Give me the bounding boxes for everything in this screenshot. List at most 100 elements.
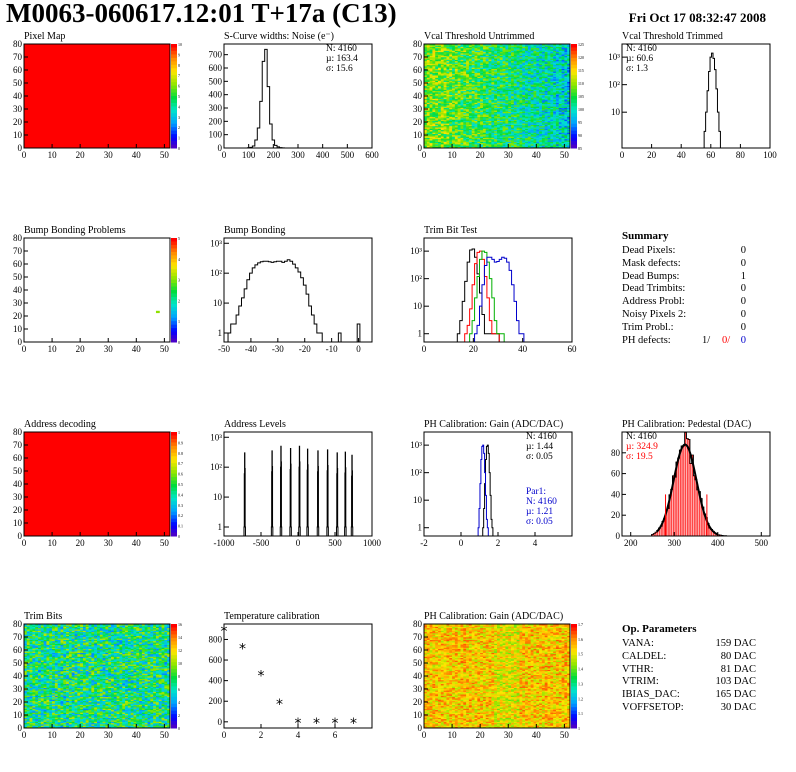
heatmap-cell xyxy=(522,103,526,106)
heatmap-cell xyxy=(443,66,447,68)
ph-pedestal-panel: PH Calibration: Pedestal (DAC) 200 300 400 5… xyxy=(600,418,796,608)
heatmap-cell xyxy=(32,707,36,709)
chart-svg: Address decoding00.10.20.30.40.50.60.70.… xyxy=(13,419,183,548)
heatmap-cell xyxy=(519,44,523,46)
heatmap-cell xyxy=(443,49,447,51)
heatmap-cell xyxy=(494,123,498,125)
heatmap-cell xyxy=(494,88,498,90)
heatmap-cell xyxy=(443,93,447,95)
heatmap-cell xyxy=(482,138,487,141)
heatmap-cell xyxy=(502,62,506,64)
heatmap-cell xyxy=(505,75,509,77)
heatmap-cell xyxy=(516,107,520,110)
heatmap-cell xyxy=(463,128,467,131)
heatmap-cell xyxy=(511,66,515,68)
heatmap-cell xyxy=(505,109,509,111)
heatmap-cell xyxy=(457,45,461,47)
heatmap-cell xyxy=(519,45,523,47)
heatmap-cell xyxy=(536,55,540,58)
heatmap-cell xyxy=(440,63,444,66)
heatmap-cell xyxy=(438,140,442,142)
heatmap-cell xyxy=(522,110,526,112)
heatmap-cell xyxy=(541,86,546,89)
heatmap-cell xyxy=(438,105,442,107)
heatmap-cell xyxy=(502,66,506,68)
heatmap-cell xyxy=(497,80,501,82)
heatmap-cell xyxy=(443,75,447,77)
heatmap-cell xyxy=(511,119,515,121)
heatmap-cell xyxy=(539,101,543,103)
heatmap-cell xyxy=(477,89,481,92)
heatmap-cell xyxy=(426,102,430,105)
heatmap-cell xyxy=(485,44,489,46)
heatmap-cell xyxy=(424,129,428,132)
heatmap-cell xyxy=(438,128,442,131)
heatmap-cell xyxy=(452,55,456,58)
heatmap-cell xyxy=(497,68,501,71)
heatmap-cell xyxy=(508,76,512,79)
heatmap-cell xyxy=(539,109,543,111)
chart-title: Vcal Threshold Trimmed xyxy=(622,31,723,42)
heatmap-cell xyxy=(449,123,453,125)
heatmap-cell xyxy=(553,109,557,111)
heatmap-cell xyxy=(457,128,461,131)
heatmap-cell xyxy=(452,81,456,84)
y-tick-label: 0 xyxy=(18,337,23,347)
heatmap-cell xyxy=(527,77,531,80)
heatmap-cell xyxy=(432,83,436,85)
x-tick-label: 20 xyxy=(469,344,479,354)
heatmap-cell xyxy=(491,115,495,118)
heatmap-cell xyxy=(547,44,551,46)
heatmap-cell xyxy=(533,88,537,90)
colorbar-segment xyxy=(171,241,177,246)
heatmap-cell xyxy=(471,112,475,115)
heatmap-cell xyxy=(502,146,506,149)
heatmap-cell xyxy=(553,101,557,103)
heatmap-cell xyxy=(497,79,501,81)
heatmap-cell xyxy=(440,145,444,147)
heatmap-cell xyxy=(547,128,551,131)
heatmap-cell xyxy=(477,55,481,58)
heatmap-cell xyxy=(446,58,450,60)
summary-row: Dead Pixels: 0 xyxy=(622,245,746,258)
heatmap-cell xyxy=(26,646,30,648)
heatmap-cell xyxy=(29,627,33,630)
heatmap-cell xyxy=(466,125,470,128)
heatmap-cell xyxy=(505,79,509,81)
heatmap-cell xyxy=(29,703,33,705)
heatmap-cell xyxy=(511,83,515,85)
heatmap-cell xyxy=(558,146,562,149)
heatmap-cell xyxy=(488,46,492,49)
heatmap-cell xyxy=(555,133,560,136)
heatmap-cell xyxy=(460,144,464,146)
heatmap-cell xyxy=(443,112,447,115)
heatmap-cell xyxy=(513,97,517,99)
heatmap-cell xyxy=(432,90,436,93)
heatmap-cell xyxy=(452,110,456,112)
heatmap-cell xyxy=(454,135,458,137)
chart-title: Pixel Map xyxy=(24,31,65,42)
heatmap-cell xyxy=(561,116,565,119)
heatmap-cell xyxy=(558,103,562,106)
heatmap-cell xyxy=(426,93,430,95)
heatmap-cell xyxy=(502,94,506,97)
heatmap-cell xyxy=(497,98,501,101)
heatmap-cell xyxy=(24,698,28,700)
heatmap-cell xyxy=(553,49,557,51)
colorbar-label: 90 xyxy=(578,133,582,138)
heatmap-cell xyxy=(564,83,568,85)
heatmap-cell xyxy=(29,711,33,713)
heatmap-cell xyxy=(429,119,433,121)
heatmap-cell xyxy=(463,137,467,140)
heatmap-cell xyxy=(527,93,531,95)
heatmap-cell xyxy=(561,131,565,133)
heatmap-cell xyxy=(446,46,450,49)
heatmap-cell xyxy=(480,83,484,85)
heatmap-cell xyxy=(485,132,489,134)
heatmap-cell xyxy=(440,85,444,88)
heatmap-cell xyxy=(547,122,551,124)
heatmap-cell xyxy=(567,132,571,134)
heatmap-cell xyxy=(541,136,546,138)
heatmap-cell xyxy=(519,109,523,111)
